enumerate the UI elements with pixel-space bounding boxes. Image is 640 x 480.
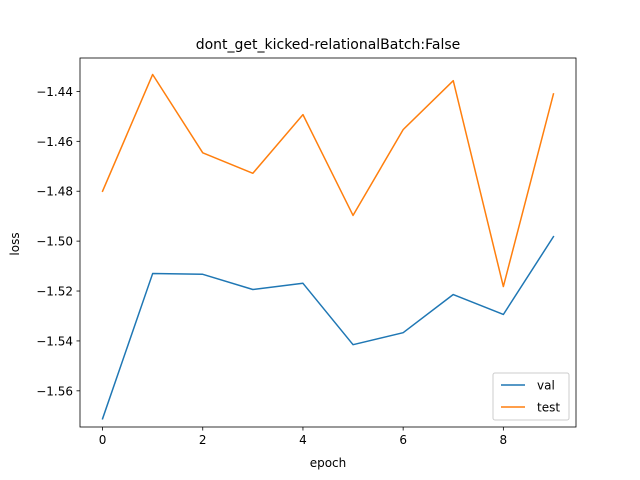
y-tick-label: −1.52	[36, 285, 73, 299]
y-tick-label: −1.50	[36, 235, 73, 249]
plot-area: 0 2 4 6 8 −1.56 −1.54 −1.52 −1.50 −1.48 −1.46 −1.44	[36, 57, 577, 447]
y-tick-label: −1.46	[36, 135, 73, 149]
series-line-val	[101, 235, 555, 420]
series-line-test	[101, 73, 555, 288]
x-tick-label: 2	[199, 433, 207, 447]
x-tick-label: 6	[399, 433, 407, 447]
y-tick-label: −1.56	[36, 384, 73, 398]
y-tick-label: −1.44	[36, 85, 73, 99]
legend-label-val: val	[537, 379, 555, 393]
x-tick-label: 0	[99, 433, 107, 447]
legend: val test	[492, 372, 570, 421]
y-axis-label: loss	[8, 232, 22, 255]
x-tick-label: 8	[500, 433, 508, 447]
chart-title: dont_get_kicked-relationalBatch:False	[196, 37, 461, 53]
y-tick-label: −1.48	[36, 185, 73, 199]
legend-label-test: test	[537, 401, 560, 415]
x-tick-label: 4	[299, 433, 307, 447]
axes-frame	[79, 57, 577, 428]
y-tick-label: −1.54	[36, 334, 73, 348]
x-axis-label: epoch	[310, 456, 347, 470]
